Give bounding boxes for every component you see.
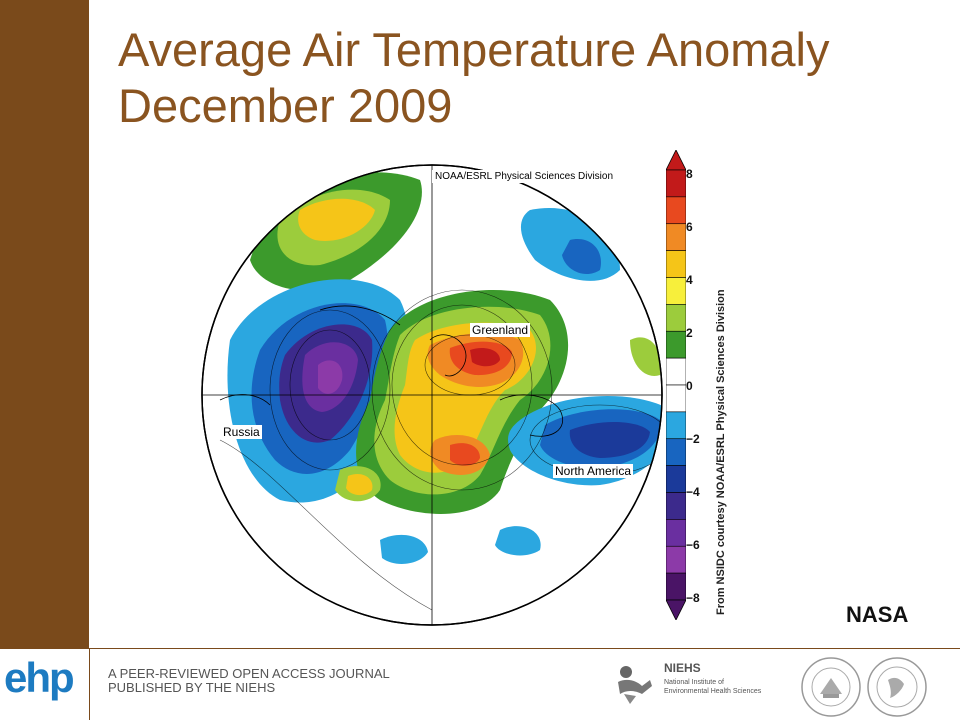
footer-divider xyxy=(0,648,960,649)
left-brown-sidebar xyxy=(0,0,89,648)
colorbar-segment xyxy=(666,519,686,547)
journal-caption: A PEER-REVIEWED OPEN ACCESS JOURNAL PUBL… xyxy=(108,667,390,695)
temperature-anomaly-map xyxy=(201,164,663,626)
colorbar-segment xyxy=(666,384,686,413)
side-credit: From NSIDC courtesy NOAA/ESRL Physical S… xyxy=(715,289,727,615)
journal-line-2: PUBLISHED BY THE NIEHS xyxy=(108,680,276,695)
tick-label: −4 xyxy=(686,485,700,499)
colorbar-segment xyxy=(666,223,686,251)
niehs-title: NIEHS xyxy=(664,661,701,675)
colorbar-segment xyxy=(666,572,686,601)
tick-label: 6 xyxy=(686,220,693,234)
label-greenland: Greenland xyxy=(470,323,531,337)
footer-vertical-divider xyxy=(89,649,90,720)
colorbar-segment xyxy=(666,277,686,305)
colorbar-segment xyxy=(666,438,686,466)
hhs-seal-icon xyxy=(867,657,927,717)
colorbar-segment xyxy=(666,465,686,493)
tick-label: −2 xyxy=(686,432,700,446)
colorbar-segment xyxy=(666,492,686,520)
colorbar-segment xyxy=(666,304,686,332)
tick-label: 0 xyxy=(686,379,693,393)
credit-noaa-esrl: NOAA/ESRL Physical Sciences Division xyxy=(432,170,617,183)
tick-label: 2 xyxy=(686,326,693,340)
tick-label: −6 xyxy=(686,538,700,552)
colorbar-segment xyxy=(666,169,686,198)
journal-line-1: A PEER-REVIEWED OPEN ACCESS JOURNAL xyxy=(108,666,390,681)
niehs-subtitle: National Institute of Environmental Heal… xyxy=(664,678,761,696)
niehs-sub-line-2: Environmental Health Sciences xyxy=(664,688,762,695)
niehs-sub-line-1: National Institute of xyxy=(664,679,724,686)
tick-label: −8 xyxy=(686,591,700,605)
label-russia: Russia xyxy=(221,425,262,439)
colorbar xyxy=(666,150,686,620)
tick-label: 4 xyxy=(686,273,693,287)
title-line-2: December 2009 xyxy=(118,79,453,132)
nih-seal-icon xyxy=(801,657,861,717)
ehp-logo: ehp xyxy=(4,654,75,701)
tick-label: 8 xyxy=(686,167,693,181)
source-label: NASA xyxy=(846,602,909,627)
label-north-america: North America xyxy=(553,464,634,478)
niehs-logo-icon xyxy=(618,666,652,704)
title-line-1: Average Air Temperature Anomaly xyxy=(118,23,830,76)
colorbar-segment xyxy=(666,196,686,225)
colorbar-segment xyxy=(666,545,686,574)
colorbar-segment xyxy=(666,250,686,278)
colorbar-segment xyxy=(666,411,686,440)
colorbar-segment xyxy=(666,357,686,386)
slide-title: Average Air Temperature Anomaly December… xyxy=(118,22,948,134)
colorbar-segment xyxy=(666,330,686,359)
